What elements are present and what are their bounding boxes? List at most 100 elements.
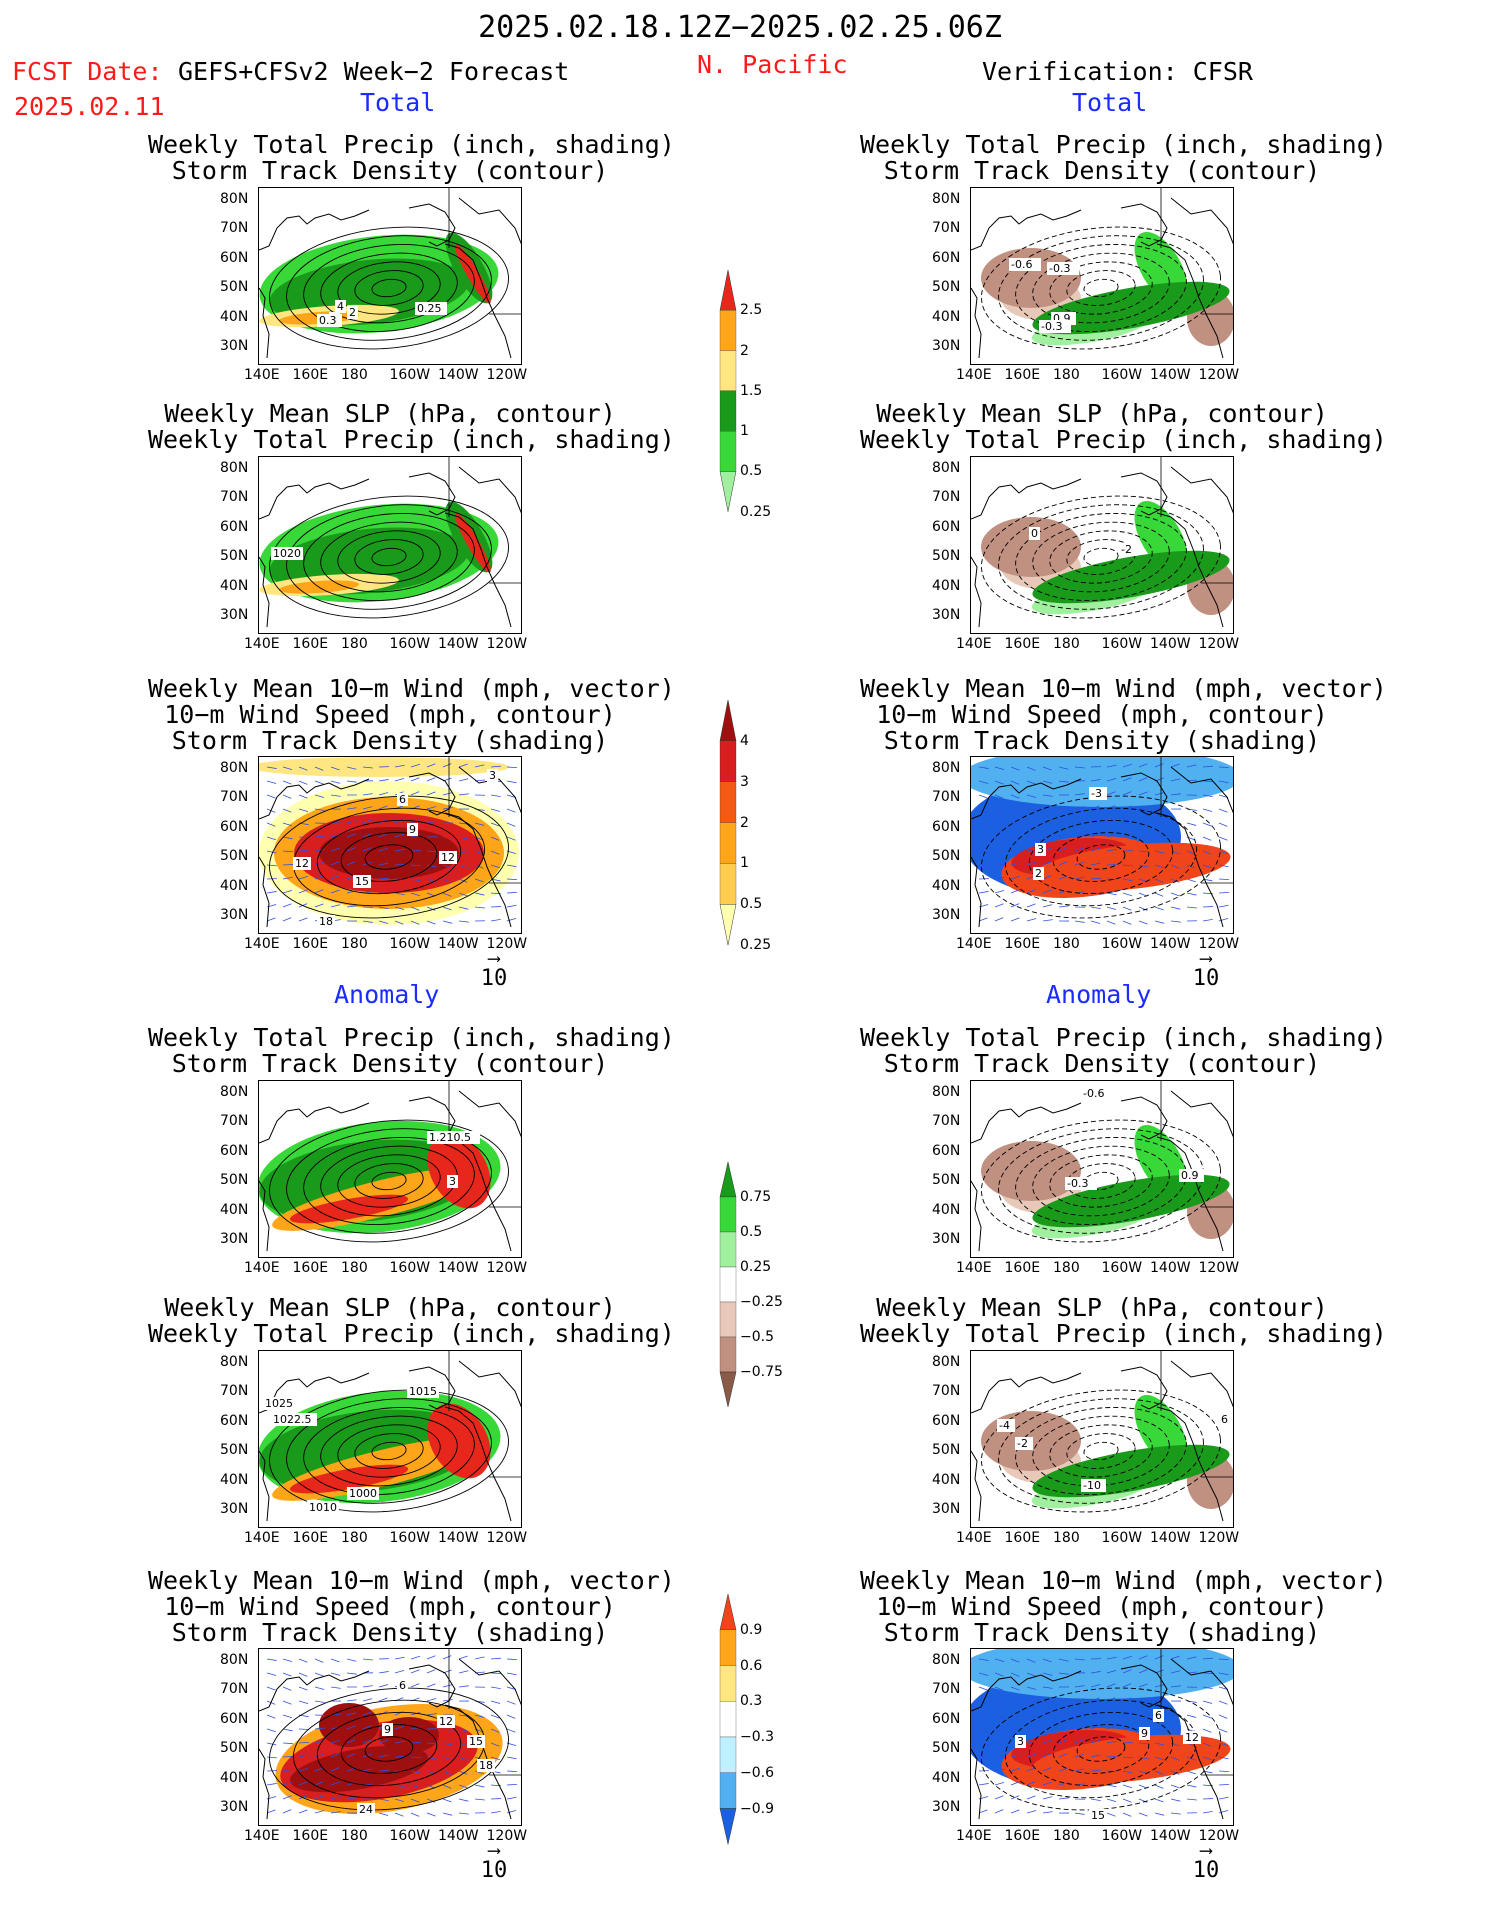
lat-tick-label: 60N [220,1412,249,1429]
colorbar-tick-label: 0.3 [740,1693,763,1710]
lat-tick-label: 80N [932,760,961,776]
lat-tick-label: 40N [932,1471,961,1488]
lat-tick-label: 70N [220,1113,249,1130]
vector-reference: ⟶ 10 [1188,1842,1224,1884]
colorbar-cap-top [719,1161,737,1198]
lat-tick-label: 30N [220,907,249,923]
lon-tick-label: 120W [486,1530,528,1546]
vector-arrow-icon: ⟶ [488,1840,500,1861]
contour-label-bg [317,314,342,327]
lon-tick-label: 140W [438,636,479,652]
lon-tick-label: 160E [1004,636,1041,652]
panel-title-line: Weekly Total Precip (inch, shading) [148,425,675,454]
contour-label-bg [382,1723,393,1736]
lon-tick-label: 160W [389,636,431,652]
lat-tick-label: 30N [220,1231,249,1247]
lon-tick-label: 140W [438,1260,479,1276]
lat-tick-label: 70N [220,1681,249,1698]
lat-tick-label: 40N [220,308,249,325]
contour-label: 0.3 [319,314,337,327]
lon-tick-label: 160E [292,936,329,952]
colorbar-segment [719,390,737,432]
lon-tick-label: 140E [244,636,280,652]
map-panel-p4: 1.210.5 3 [258,1080,522,1258]
colorbar-tick-label: 1.5 [740,382,763,399]
map-panel-p1: 4120.30.25 [258,187,522,365]
map-panel-p6: 9 12 15 18 24 6 [258,1648,522,1826]
contour-label: 6 [1155,1709,1162,1722]
contour-label-bg [1089,787,1107,800]
vector-arrow-icon: ⟶ [488,948,500,969]
lon-tick-label: 120W [486,1260,528,1276]
contour-label-bg [347,1487,379,1500]
map-panel-p10: -0.6 -0.3 0.9 [970,1080,1234,1258]
lat-tick-label: 60N [220,818,249,835]
contour-label: 6 [1221,1413,1228,1426]
lat-tick-label: 50N [220,548,249,565]
lon-tick-label: 180 [1053,1530,1080,1546]
lon-tick-label: 120W [486,1828,528,1844]
contour-label: 1020 [273,547,301,560]
precip-coast-max [427,1403,491,1479]
lon-tick-label: 180 [1053,636,1080,652]
precip-anom-wet3 [1032,550,1230,604]
colorbar-segment [719,1301,737,1338]
colorbar-cap-top [719,699,737,742]
lon-tick-label: 180 [341,1828,368,1844]
contour-label-bg [271,1413,317,1426]
lon-tick-label: 140E [244,1828,280,1844]
coastline [259,188,521,359]
region-name: N. Pacific [697,50,848,79]
panel-title-line: Weekly Mean 10−m Wind (mph, vector) [148,674,675,703]
vector-reference: ⟶ 10 [476,1840,512,1884]
lon-tick-label: 140W [1150,367,1191,383]
section-anomaly-right: Anomaly [1046,980,1152,1009]
lon-tick-label: 180 [1053,936,1080,952]
contour-label-bg [1039,320,1071,333]
lon-tick-label: 160E [1004,367,1041,383]
contour-label-bg [447,1175,458,1188]
lat-tick-label: 70N [932,1383,961,1400]
lon-tick-label: 160W [1101,636,1143,652]
colorbar-tick-label: 0.25 [740,503,772,520]
lon-tick-label: 160E [292,1260,329,1276]
contour-label: 2 [1035,867,1042,880]
lat-tick-label: 50N [220,1740,249,1757]
lon-tick-label: 140W [1150,636,1191,652]
panel-title-line: Weekly Mean SLP (hPa, contour) [876,399,1328,428]
panel-title-line: Storm Track Density (shading) [171,1618,609,1647]
lon-tick-label: 140E [956,636,992,652]
lat-tick-label: 60N [220,249,249,266]
vector-reference-value: 10 [480,1858,508,1883]
lon-tick-label: 140W [1150,1828,1191,1844]
panel-title-line: 10−m Wind Speed (mph, contour) [164,1592,616,1621]
contour-label-bg [1081,1087,1113,1100]
map-panel-p2: 1020 [258,456,522,634]
contour-label-bg [467,1735,485,1748]
model-name: GEFS+CFSv2 Week−2 Forecast [178,57,570,86]
contour-label-bg [1015,1735,1026,1748]
colorbar-tick-label: 0.25 [740,1259,772,1275]
lat-tick-label: 60N [932,818,961,835]
contour-label: 18 [479,1759,493,1772]
lat-tick-label: 70N [932,1113,961,1130]
colorbar-cap-bottom [719,1808,737,1845]
map-svg: 4120.30.25 [259,188,521,359]
lat-tick-label: 50N [932,548,961,565]
track-shade-4 [289,1745,429,1793]
map-svg: 1020 [259,457,521,628]
colorbar-precip_anom [719,1161,737,1408]
colorbar-tick-label: −0.6 [740,1764,774,1781]
contour-label-bg [1179,1169,1204,1182]
lon-tick-label: 140E [956,936,992,952]
lat-tick-label: 60N [220,518,249,535]
track-anom-pos3 [1031,1734,1231,1784]
lat-tick-label: 80N [220,1084,249,1100]
contour-label: -0.3 [1041,320,1062,333]
vector-reference: ⟶ 10 [476,948,512,992]
lon-tick-label: 120W [1198,1530,1240,1546]
contour-label-bg [1065,1177,1097,1190]
contour-label-bg [347,306,358,319]
map-panel-p12: 3 6 9 12 15 [970,1648,1234,1826]
contour-label: -10 [1083,1479,1101,1492]
